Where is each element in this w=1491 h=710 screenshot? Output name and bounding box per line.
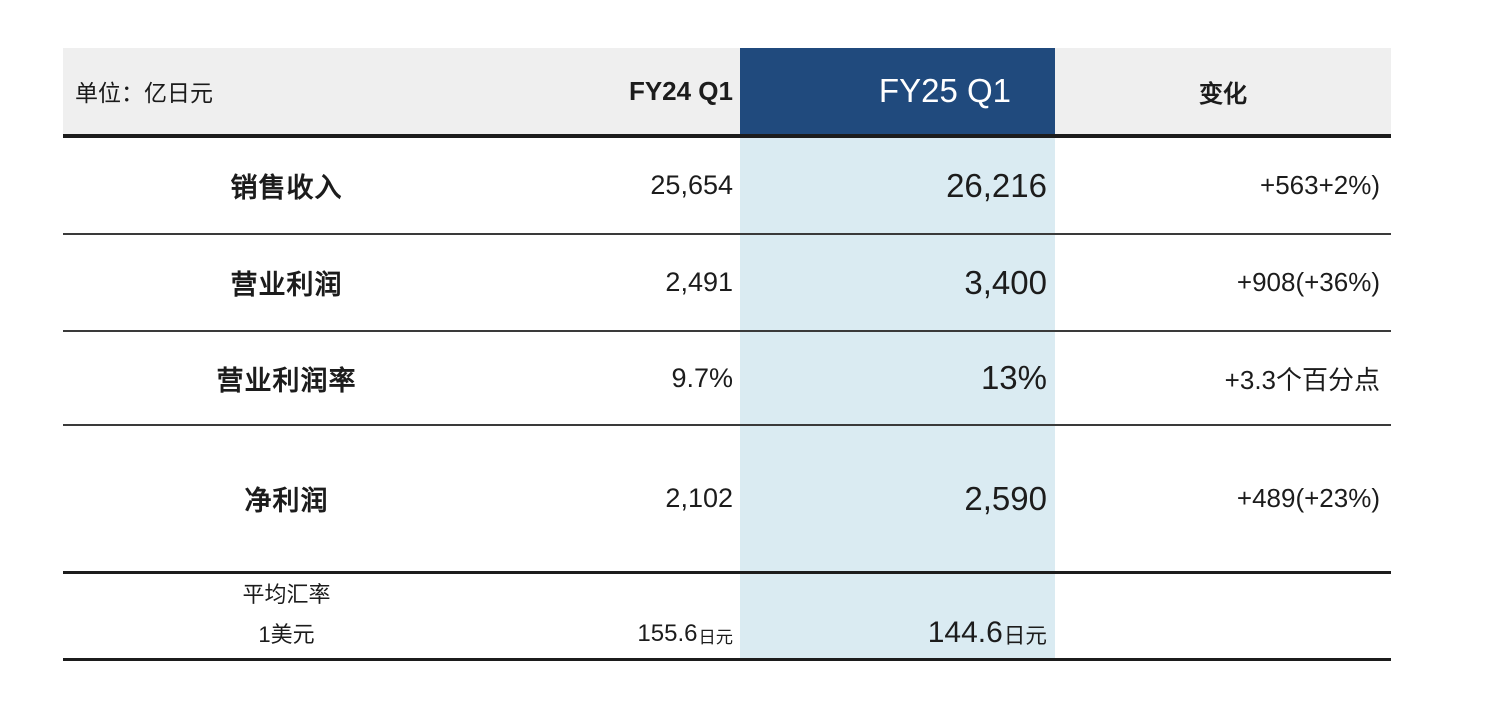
fy25-value: 2,590 <box>740 426 1055 571</box>
financial-results-table: 单位：亿日元 FY24 Q1 FY25 Q1 变化 销售收入 25,654 26… <box>63 48 1391 661</box>
row-label: 净利润 <box>244 486 329 516</box>
table-header-row: 单位：亿日元 FY24 Q1 FY25 Q1 变化 <box>63 48 1391 138</box>
fy25-value: 13% <box>740 332 1055 424</box>
row-label: 营业利润率 <box>216 365 357 396</box>
fy25-rate-value: 144.6 <box>927 616 1003 649</box>
table-row-operating-margin: 营业利润率 9.7% 13% +3.3个百分点 <box>63 332 1391 426</box>
fy24-value: 2,102 <box>665 483 733 513</box>
col-header-fy24-q1: FY24 Q1 <box>628 75 733 106</box>
unit-label: 单位：亿日元 <box>75 80 213 106</box>
exchange-rate-label-line2: 1美元 <box>258 622 315 647</box>
row-label: 营业利润 <box>230 270 343 300</box>
row-label: 销售收入 <box>230 173 343 203</box>
change-value: +908(+36%) <box>1236 267 1380 297</box>
table-row-sales-revenue: 销售收入 25,654 26,216 +563+2%) <box>63 138 1391 235</box>
table-row-operating-profit: 营业利润 2,491 3,400 +908(+36%) <box>63 235 1391 332</box>
col-header-fy25-q1: FY25 Q1 <box>740 48 1055 134</box>
change-value: +563+2%) <box>1260 170 1380 200</box>
change-value: +489(+23%) <box>1236 483 1380 513</box>
exchange-rate-label: 平均汇率 1美元 <box>63 574 510 658</box>
table-row-net-profit: 净利润 2,102 2,590 +489(+23%) <box>63 426 1391 574</box>
fy24-rate-unit: 日元 <box>698 627 733 647</box>
fy25-value: 26,216 <box>740 138 1055 233</box>
fy24-value: 2,491 <box>665 267 733 297</box>
fy25-rate-unit: 日元 <box>1003 623 1047 648</box>
exchange-rate-label-line1: 平均汇率 <box>242 582 331 607</box>
change-value: +3.3个百分点 <box>1224 364 1380 395</box>
fy25-exchange-rate: 144.6 日元 <box>740 574 1055 658</box>
fy24-value: 9.7% <box>671 362 733 393</box>
fy25-value: 3,400 <box>740 235 1055 330</box>
fy24-exchange-rate: 155.6 日元 <box>510 574 740 658</box>
col-header-change: 变化 <box>1199 80 1247 108</box>
fy24-value: 25,654 <box>650 170 733 200</box>
fy24-rate-value: 155.6 <box>637 620 698 647</box>
table-row-exchange-rate: 平均汇率 1美元 155.6 日元 144.6 日元 <box>63 574 1391 661</box>
change-empty-cell <box>1055 574 1391 658</box>
